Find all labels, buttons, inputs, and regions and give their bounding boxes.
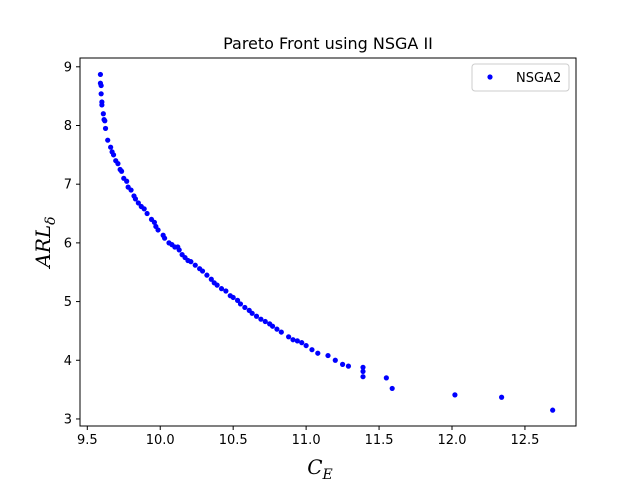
plot-area bbox=[97, 71, 556, 413]
data-point bbox=[192, 262, 198, 268]
data-point bbox=[218, 286, 225, 292]
data-point bbox=[294, 338, 300, 344]
x-tick-label: 10.0 bbox=[146, 433, 175, 448]
y-axis-label-main: ARL bbox=[31, 225, 55, 270]
data-point bbox=[128, 187, 134, 193]
data-point bbox=[309, 347, 315, 353]
y-tick-label: 3 bbox=[64, 412, 72, 427]
data-point bbox=[499, 394, 505, 400]
data-point bbox=[144, 210, 150, 217]
data-point bbox=[176, 247, 182, 253]
data-point bbox=[115, 161, 121, 167]
data-point bbox=[162, 235, 168, 241]
data-point bbox=[339, 361, 346, 367]
data-point bbox=[237, 301, 244, 307]
data-point bbox=[118, 168, 125, 174]
data-point bbox=[274, 326, 280, 332]
data-point bbox=[99, 102, 105, 108]
data-point bbox=[262, 318, 268, 325]
legend-box bbox=[471, 63, 570, 92]
data-point bbox=[360, 364, 366, 370]
x-tick-label: 11.0 bbox=[292, 433, 321, 448]
data-point bbox=[132, 196, 139, 202]
data-point bbox=[278, 329, 284, 335]
plot-frame bbox=[79, 57, 577, 427]
data-point bbox=[124, 178, 130, 184]
data-point bbox=[188, 259, 194, 265]
data-point bbox=[303, 342, 309, 349]
data-point bbox=[102, 125, 109, 132]
data-point bbox=[389, 385, 395, 392]
data-point bbox=[360, 368, 366, 375]
data-point bbox=[325, 352, 331, 359]
data-point bbox=[258, 316, 264, 322]
data-point bbox=[199, 268, 206, 274]
y-axis-label: ARLδ bbox=[31, 216, 59, 269]
legend-marker bbox=[487, 74, 493, 80]
data-point bbox=[98, 91, 104, 97]
x-tick-label: 11.5 bbox=[365, 433, 394, 448]
x-tick-label: 9.5 bbox=[77, 433, 98, 448]
data-point bbox=[345, 363, 352, 369]
chart-title: Pareto Front using NSGA II bbox=[223, 34, 433, 53]
data-point bbox=[299, 340, 305, 346]
data-point bbox=[141, 206, 147, 212]
y-tick-label: 5 bbox=[64, 295, 72, 310]
data-point bbox=[214, 282, 220, 288]
data-point bbox=[155, 227, 161, 233]
x-axis-label: CE bbox=[307, 455, 333, 480]
legend: NSGA2 bbox=[471, 63, 570, 92]
y-tick-label: 8 bbox=[64, 119, 72, 134]
data-point bbox=[269, 323, 276, 329]
y-tick-label: 4 bbox=[64, 354, 72, 369]
data-point bbox=[223, 288, 229, 294]
y-axis-ticks: 3 4 5 6 7 8 9 bbox=[64, 60, 80, 427]
x-tick-label: 12.0 bbox=[438, 433, 467, 448]
data-point bbox=[290, 337, 296, 343]
data-point bbox=[242, 304, 248, 311]
data-point bbox=[550, 407, 556, 413]
data-point bbox=[253, 313, 260, 319]
x-axis-label-main: C bbox=[307, 455, 322, 479]
data-point bbox=[105, 137, 111, 143]
data-point bbox=[151, 219, 157, 225]
data-point bbox=[204, 272, 210, 278]
x-tick-label: 12.5 bbox=[510, 433, 539, 448]
x-axis-label-sub: E bbox=[322, 467, 333, 480]
y-tick-label: 7 bbox=[64, 178, 72, 193]
y-axis-label-sub: δ bbox=[43, 216, 59, 224]
y-tick-label: 6 bbox=[64, 236, 72, 251]
data-point bbox=[100, 111, 106, 117]
data-point bbox=[286, 334, 292, 340]
data-point bbox=[102, 118, 108, 124]
y-tick-label: 9 bbox=[64, 60, 72, 75]
data-point bbox=[208, 276, 214, 282]
data-point bbox=[332, 357, 338, 363]
data-point bbox=[97, 71, 104, 78]
legend-label: NSGA2 bbox=[516, 71, 561, 86]
data-point bbox=[135, 200, 141, 206]
data-point bbox=[315, 350, 321, 356]
data-point bbox=[98, 82, 104, 89]
data-point bbox=[360, 374, 366, 380]
x-axis-ticks: 9.5 10.0 10.5 11.0 11.5 12.0 12.5 bbox=[77, 426, 539, 448]
data-point bbox=[230, 294, 236, 301]
x-tick-label: 10.5 bbox=[219, 433, 248, 448]
data-point bbox=[110, 152, 117, 158]
data-point bbox=[383, 375, 389, 381]
data-point bbox=[234, 297, 241, 303]
data-point bbox=[249, 310, 255, 316]
data-point bbox=[452, 392, 458, 398]
data-point bbox=[108, 144, 114, 150]
